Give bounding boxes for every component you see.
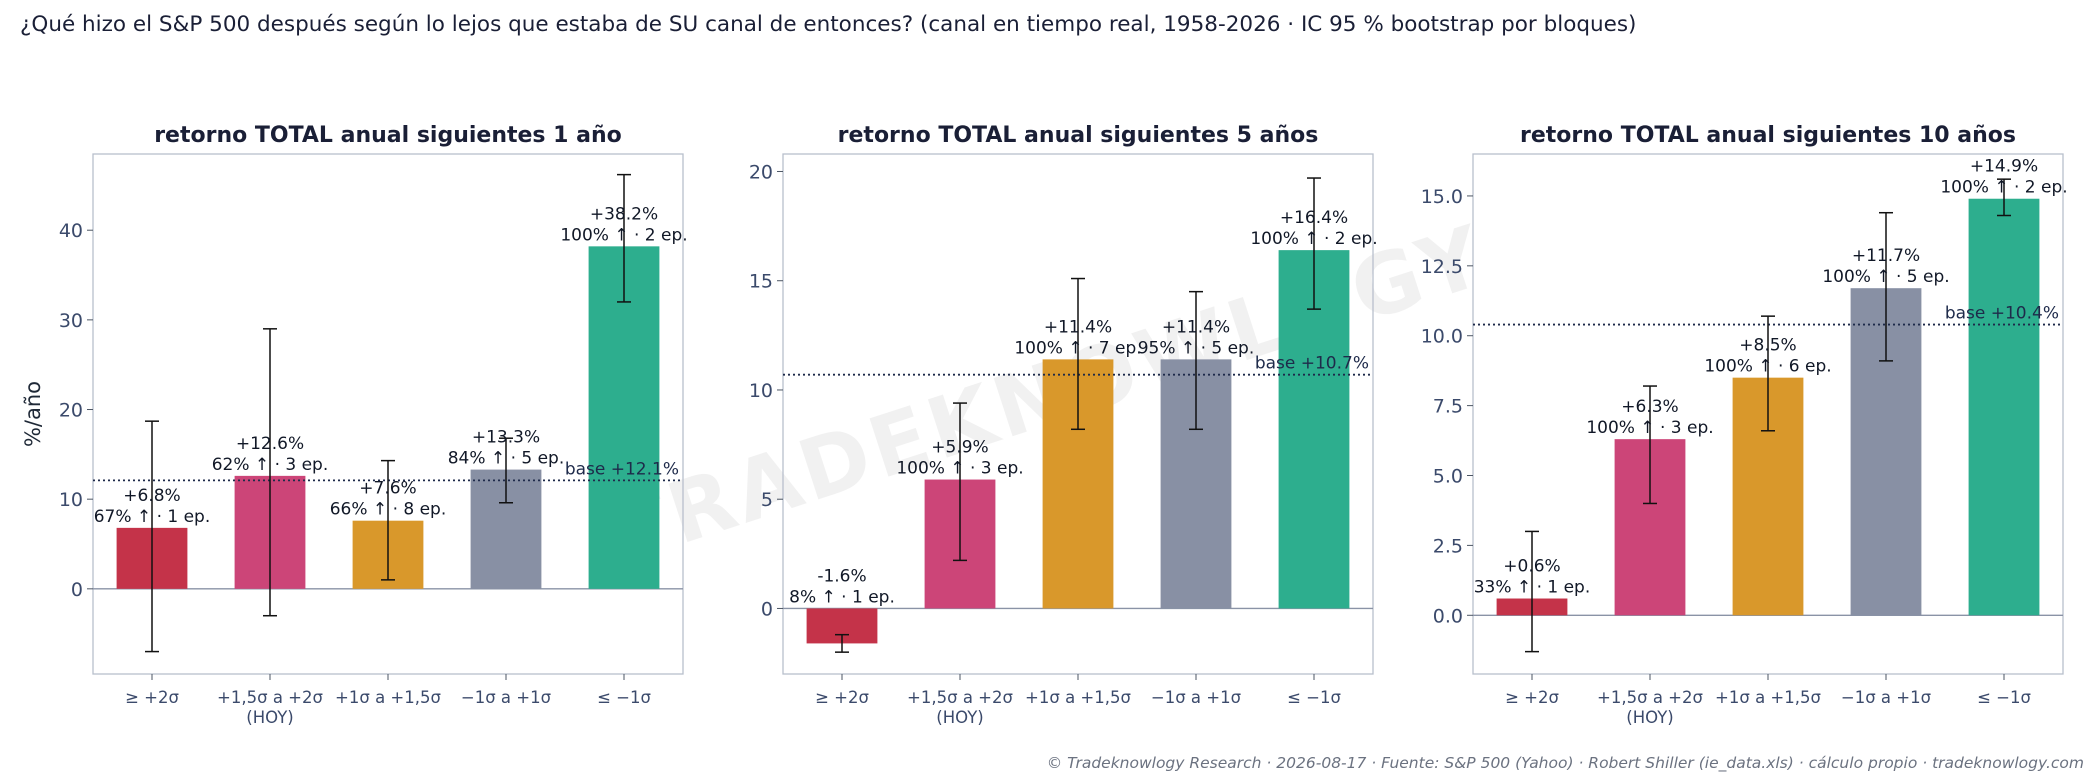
stat-label: 33% ↑ · 1 ep. (1474, 578, 1591, 598)
value-label: +11.4% (1044, 317, 1112, 337)
stat-label: 100% ↑ · 3 ep. (896, 459, 1023, 479)
value-label: +38.2% (590, 204, 658, 224)
y-tick-label: 12.5 (1421, 256, 1463, 278)
y-tick-label: 40 (59, 220, 83, 242)
stat-label: 66% ↑ · 8 ep. (330, 500, 447, 520)
y-tick-label: 30 (59, 310, 83, 332)
base-label: base +12.1% (565, 459, 679, 479)
x-tick-label: ≥ +2σ (815, 688, 869, 707)
y-tick-label: 0 (71, 579, 83, 601)
x-tick-label: (HOY) (936, 708, 983, 727)
chart-title: retorno TOTAL anual siguientes 10 años (1520, 123, 2016, 148)
value-label: +12.6% (236, 434, 304, 454)
stat-label: 84% ↑ · 5 ep. (448, 449, 565, 469)
value-label: +16.4% (1280, 208, 1348, 228)
chart-panel-2: retorno TOTAL anual siguientes 5 años 0 5 1… (749, 123, 1378, 727)
value-label: +8.5% (1739, 336, 1796, 356)
x-tick-label: +1σ a +1,5σ (1715, 688, 1821, 707)
base-label: base +10.7% (1255, 354, 1369, 374)
value-label: +13.3% (472, 428, 540, 448)
y-tick-label: 20 (59, 400, 83, 422)
stat-label: 100% ↑ · 5 ep. (1822, 267, 1949, 287)
stat-label: 67% ↑ · 1 ep. (94, 507, 211, 527)
y-tick-label: 5 (761, 489, 773, 511)
value-label: +11.4% (1162, 317, 1230, 337)
x-tick-label: +1,5σ a +2σ (217, 688, 323, 707)
chart-panel-1: retorno TOTAL anual siguientes 1 año 0 10 2… (21, 123, 688, 727)
x-tick-label: +1σ a +1,5σ (1025, 688, 1131, 707)
stat-label: 100% ↑ · 2 ep. (1250, 229, 1377, 249)
figure-title: ¿Qué hizo el S&P 500 después según lo le… (20, 12, 1637, 37)
value-label: +6.8% (123, 486, 180, 506)
x-tick-label: ≥ +2σ (1505, 688, 1559, 707)
stat-label: 62% ↑ · 3 ep. (212, 455, 329, 475)
x-tick-label: −1σ a +1σ (1841, 688, 1931, 707)
x-tick-label: +1,5σ a +2σ (907, 688, 1013, 707)
y-tick-label: 2.5 (1433, 535, 1463, 557)
y-tick-label: 10 (749, 380, 773, 402)
chart-panel-3: retorno TOTAL anual siguientes 10 años 0.… (1421, 123, 2068, 727)
y-tick-label: 20 (749, 161, 773, 183)
x-tick-label: ≤ −1σ (597, 688, 651, 707)
value-label: -1.6% (817, 566, 866, 586)
y-axis-label: %/año (21, 381, 45, 447)
y-tick-label: 15.0 (1421, 186, 1463, 208)
x-tick-label: +1σ a +1,5σ (335, 688, 441, 707)
x-tick-label: ≤ −1σ (1977, 688, 2031, 707)
chart-title: retorno TOTAL anual siguientes 1 año (154, 123, 622, 148)
stat-label: 95% ↑ · 5 ep. (1138, 338, 1255, 358)
stat-label: 100% ↑ · 3 ep. (1586, 418, 1713, 438)
base-label: base +10.4% (1945, 304, 2059, 324)
y-tick-label: 5.0 (1433, 466, 1463, 488)
y-tick-label: 10 (59, 489, 83, 511)
value-label: +14.9% (1970, 157, 2038, 177)
stat-label: 100% ↑ · 6 ep. (1704, 357, 1831, 377)
value-label: +0.6% (1503, 557, 1560, 577)
y-tick-label: 0.0 (1433, 605, 1463, 627)
chart-title: retorno TOTAL anual siguientes 5 años (838, 123, 1319, 148)
value-label: +6.3% (1621, 397, 1678, 417)
value-label: +11.7% (1852, 246, 1920, 266)
x-tick-label: −1σ a +1σ (461, 688, 551, 707)
value-label: +5.9% (931, 438, 988, 458)
y-tick-label: 10.0 (1421, 326, 1463, 348)
value-label: +7.6% (359, 479, 416, 499)
stat-label: 8% ↑ · 1 ep. (789, 587, 895, 607)
stat-label: 100% ↑ · 2 ep. (1940, 178, 2067, 198)
stat-label: 100% ↑ · 2 ep. (560, 225, 687, 245)
x-tick-label: ≤ −1σ (1287, 688, 1341, 707)
stat-label: 100% ↑ · 7 ep. (1014, 338, 1141, 358)
y-tick-label: 0 (761, 598, 773, 620)
x-tick-label: +1,5σ a +2σ (1597, 688, 1703, 707)
x-tick-label: (HOY) (246, 708, 293, 727)
x-tick-label: ≥ +2σ (125, 688, 179, 707)
bar-5 (1968, 198, 2040, 616)
bar-5 (588, 246, 660, 589)
y-tick-label: 15 (749, 271, 773, 293)
y-tick-label: 7.5 (1433, 396, 1463, 418)
x-tick-label: (HOY) (1626, 708, 1673, 727)
x-tick-label: −1σ a +1σ (1151, 688, 1241, 707)
footer-credits: © Tradeknowlogy Research · 2026-08-17 · … (1046, 754, 2084, 772)
